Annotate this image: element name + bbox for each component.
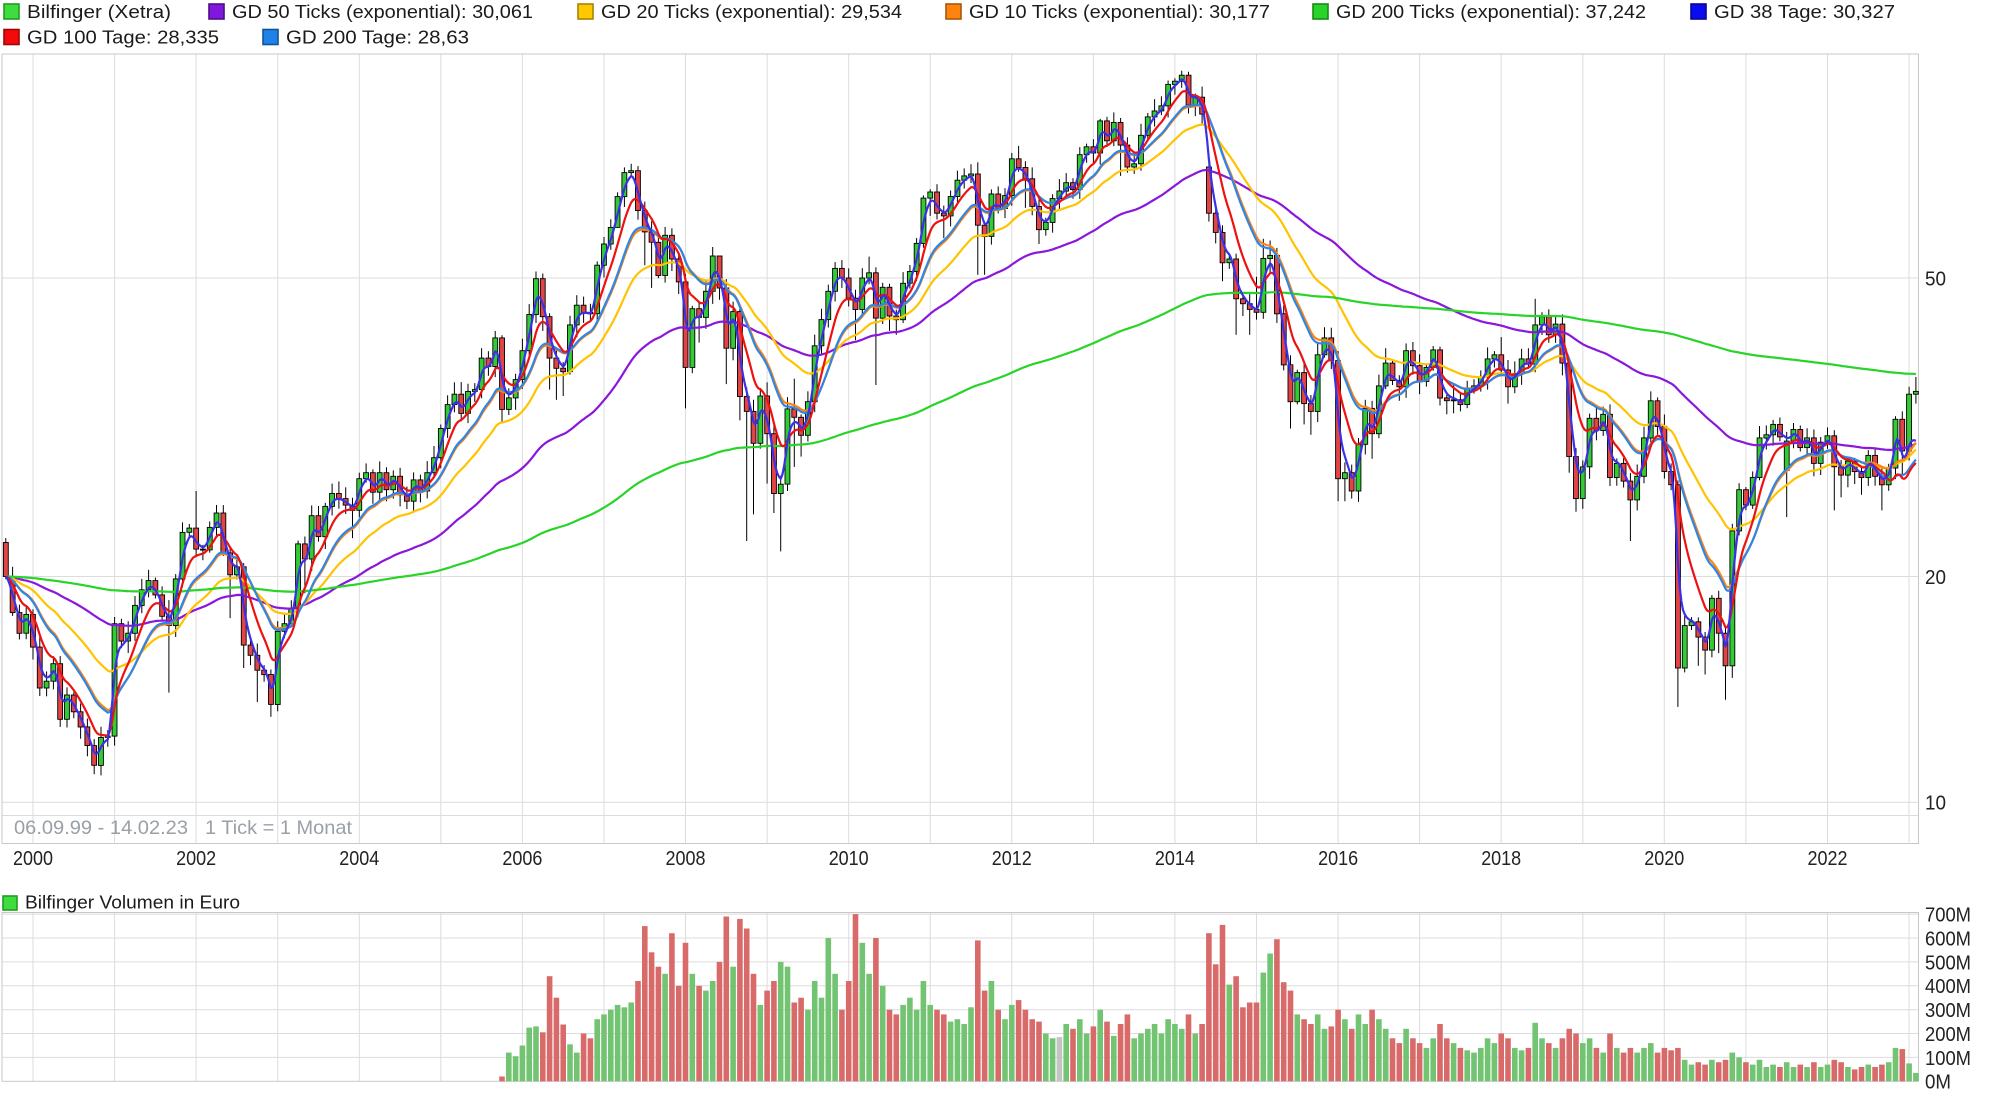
svg-text:2014: 2014 — [1155, 848, 1195, 870]
svg-text:2010: 2010 — [829, 848, 869, 870]
svg-text:500M: 500M — [1925, 952, 1971, 974]
svg-text:400M: 400M — [1925, 976, 1971, 998]
svg-text:Bilfinger Volumen in Euro: Bilfinger Volumen in Euro — [25, 893, 240, 913]
svg-text:50: 50 — [1925, 268, 1946, 290]
svg-text:2004: 2004 — [339, 848, 379, 870]
svg-text:GD 200 Ticks (exponential): 37: GD 200 Ticks (exponential): 37,242 — [1336, 2, 1646, 22]
svg-text:2018: 2018 — [1481, 848, 1521, 870]
svg-text:GD 10 Ticks (exponential): 30,: GD 10 Ticks (exponential): 30,177 — [969, 2, 1270, 22]
svg-text:0M: 0M — [1925, 1072, 1951, 1094]
svg-text:GD 100 Tage: 28,335: GD 100 Tage: 28,335 — [27, 28, 219, 48]
svg-text:Bilfinger (Xetra): Bilfinger (Xetra) — [27, 2, 171, 22]
svg-text:GD 50 Ticks (exponential): 30,: GD 50 Ticks (exponential): 30,061 — [232, 2, 533, 22]
svg-text:2022: 2022 — [1808, 848, 1848, 870]
svg-text:2008: 2008 — [666, 848, 706, 870]
svg-text:2000: 2000 — [13, 848, 53, 870]
svg-text:200M: 200M — [1925, 1024, 1971, 1046]
svg-text:GD 200 Tage: 28,63: GD 200 Tage: 28,63 — [286, 28, 469, 48]
svg-text:300M: 300M — [1925, 1000, 1971, 1022]
svg-text:2002: 2002 — [176, 848, 216, 870]
svg-text:600M: 600M — [1925, 928, 1971, 950]
svg-text:1 Tick = 1 Monat: 1 Tick = 1 Monat — [205, 817, 353, 839]
svg-text:10: 10 — [1925, 793, 1946, 815]
svg-text:2020: 2020 — [1644, 848, 1684, 870]
svg-text:06.09.99 - 14.02.23: 06.09.99 - 14.02.23 — [14, 817, 188, 839]
svg-text:2016: 2016 — [1318, 848, 1358, 870]
svg-text:20: 20 — [1925, 567, 1946, 589]
svg-text:100M: 100M — [1925, 1048, 1971, 1070]
svg-text:GD 20 Ticks (exponential): 29,: GD 20 Ticks (exponential): 29,534 — [601, 2, 902, 22]
svg-text:2006: 2006 — [502, 848, 542, 870]
svg-text:700M: 700M — [1925, 905, 1971, 927]
svg-text:2012: 2012 — [992, 848, 1032, 870]
svg-text:GD 38 Tage: 30,327: GD 38 Tage: 30,327 — [1714, 2, 1895, 22]
